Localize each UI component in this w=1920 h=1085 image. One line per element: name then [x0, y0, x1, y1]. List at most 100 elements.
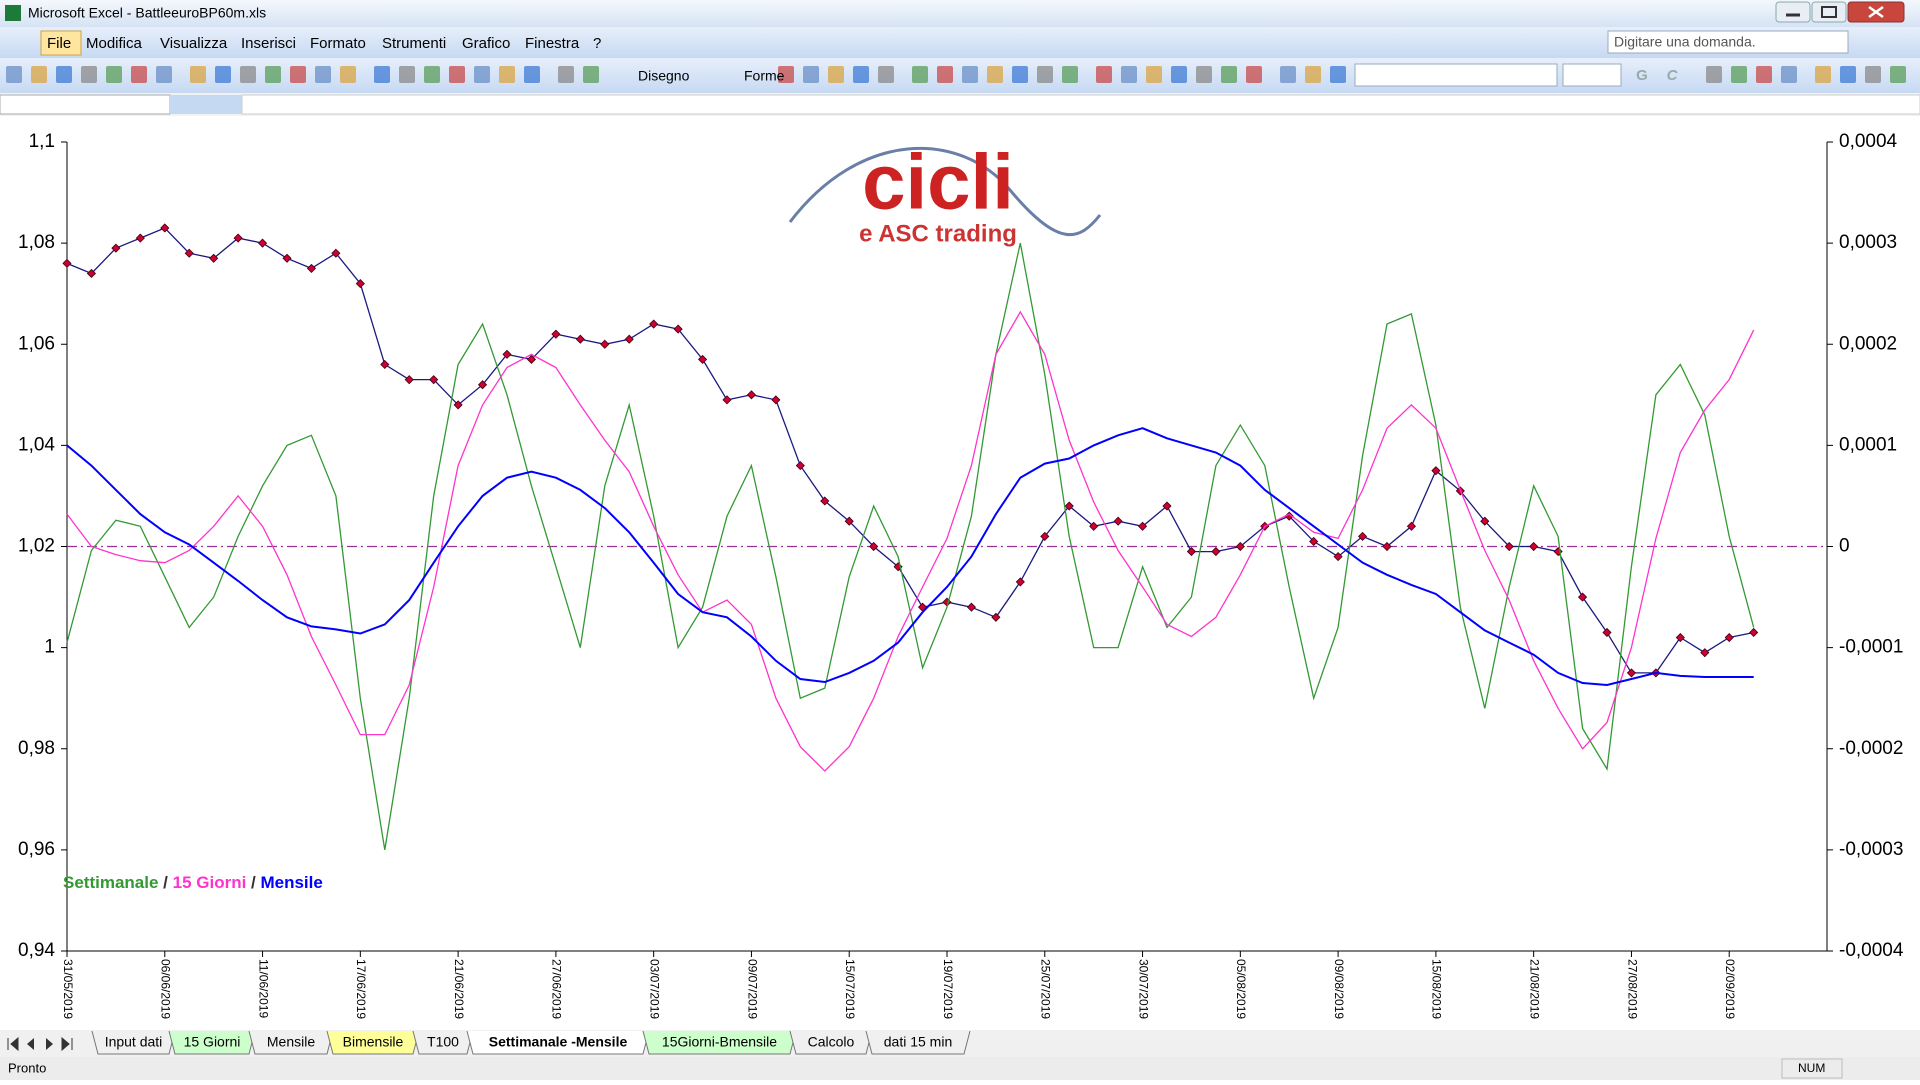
toolbar-button[interactable] — [912, 66, 928, 83]
data-marker — [697, 354, 708, 364]
sheet-tab-label[interactable]: T100 — [427, 1034, 459, 1050]
toolbar-button[interactable] — [1890, 66, 1906, 83]
toolbar-button[interactable] — [156, 66, 172, 83]
toolbar-button[interactable] — [131, 66, 147, 83]
toolbar-button[interactable] — [1196, 66, 1212, 83]
toolbar-button[interactable] — [1305, 66, 1321, 83]
legend-entry: 15 Giorni — [173, 873, 247, 892]
toolbar-button[interactable] — [583, 66, 599, 83]
toolbar-button[interactable] — [803, 66, 819, 83]
toolbar-button[interactable] — [81, 66, 97, 83]
toolbar-button[interactable] — [190, 66, 206, 83]
data-marker — [331, 248, 341, 258]
toolbar-button[interactable] — [1280, 66, 1296, 83]
toolbar-button[interactable] — [1246, 66, 1262, 83]
toolbar-button[interactable] — [1840, 66, 1856, 83]
toolbar-button[interactable] — [315, 66, 331, 83]
data-marker — [453, 400, 463, 410]
toolbar-button[interactable] — [1171, 66, 1187, 83]
toolbar-button[interactable] — [499, 66, 515, 83]
sheet-tab-label[interactable]: 15 Giorni — [184, 1034, 241, 1050]
menu-item[interactable]: Formato — [310, 35, 366, 52]
toolbar-button[interactable] — [399, 66, 415, 83]
italic-button[interactable]: C — [1667, 67, 1679, 84]
toolbar-button[interactable] — [474, 66, 490, 83]
sheet-tab[interactable] — [865, 1030, 971, 1055]
sheet-tab-label[interactable]: Bimensile — [343, 1034, 404, 1050]
data-marker — [380, 359, 390, 370]
menu-item[interactable]: Inserisci — [241, 35, 296, 52]
next-sheet[interactable] — [46, 1038, 53, 1050]
size-box[interactable] — [1562, 63, 1622, 87]
toolbar-button[interactable] — [1865, 66, 1881, 83]
sheet-tab-label[interactable]: 15Giorni-Bmensile — [662, 1034, 777, 1050]
data-marker — [1504, 541, 1514, 552]
menu-item[interactable]: Finestra — [525, 35, 580, 52]
toolbar-button[interactable] — [265, 66, 281, 83]
toolbar-button[interactable] — [374, 66, 390, 83]
toolbar-button[interactable] — [1096, 66, 1112, 83]
sheet-tab-label[interactable]: Input dati — [105, 1034, 163, 1050]
toolbar-button[interactable] — [853, 66, 869, 83]
font-box[interactable] — [1354, 63, 1558, 87]
toolbar-button[interactable] — [778, 66, 794, 83]
toolbar-button[interactable] — [1330, 66, 1346, 83]
toolbar-button[interactable] — [1121, 66, 1137, 83]
toolbar-button[interactable] — [558, 66, 574, 83]
toolbar-button[interactable] — [1731, 66, 1747, 83]
toolbar-button[interactable] — [424, 66, 440, 83]
toolbar-button[interactable] — [106, 66, 122, 83]
data-marker — [551, 329, 561, 339]
data-marker — [1040, 531, 1050, 541]
first-sheet[interactable] — [7, 1036, 19, 1052]
toolbar-button[interactable] — [1062, 66, 1078, 83]
toolbar-button[interactable] — [524, 66, 540, 83]
toolbar-button[interactable] — [215, 66, 231, 83]
maximize-button[interactable] — [1811, 1, 1847, 23]
menu-item[interactable]: Modifica — [86, 35, 143, 52]
toolbar-button[interactable] — [6, 66, 22, 83]
toolbar-button[interactable] — [878, 66, 894, 83]
name-box[interactable] — [0, 94, 171, 115]
toolbar-button[interactable] — [1012, 66, 1028, 83]
bold-button[interactable]: G — [1636, 67, 1648, 84]
toolbar-button[interactable] — [987, 66, 1003, 83]
menu-item[interactable]: Visualizza — [160, 35, 228, 52]
help-box[interactable] — [1607, 30, 1849, 54]
toolbar-button[interactable] — [1037, 66, 1053, 83]
menu-item[interactable]: Grafico — [462, 35, 510, 52]
toolbar-button[interactable] — [290, 66, 306, 83]
toolbar-button[interactable] — [340, 66, 356, 83]
toolbar-button[interactable] — [1146, 66, 1162, 83]
toolbar-button[interactable] — [240, 66, 256, 83]
y2-tick-label: -0,0002 — [1839, 738, 1903, 759]
sheet-tab-label[interactable]: Settimanale -Mensile — [489, 1034, 628, 1050]
toolbar-buttons — [6, 66, 1906, 83]
draw-menu[interactable]: Disegno — [638, 68, 690, 84]
formula-input[interactable] — [241, 94, 1920, 115]
toolbar-button[interactable] — [1221, 66, 1237, 83]
sheet-tab-label[interactable]: Calcolo — [808, 1034, 855, 1050]
data-marker — [1162, 501, 1172, 511]
toolbar-button[interactable] — [937, 66, 953, 83]
prev-sheet[interactable] — [27, 1038, 34, 1050]
toolbar-button[interactable] — [1815, 66, 1831, 83]
minimize-button[interactable] — [1775, 1, 1811, 23]
shapes-menu[interactable]: Forme — [744, 68, 785, 84]
toolbar-button[interactable] — [1756, 66, 1772, 83]
toolbar-button[interactable] — [1781, 66, 1797, 83]
menu-item[interactable]: File — [47, 35, 71, 52]
sheet-tab-label[interactable]: dati 15 min — [884, 1034, 952, 1050]
y-tick-label: 1,1 — [29, 131, 55, 152]
toolbar-button[interactable] — [828, 66, 844, 83]
menu-item[interactable]: Strumenti — [382, 35, 446, 52]
sheet-tab-label[interactable]: Mensile — [267, 1034, 315, 1050]
toolbar-button[interactable] — [449, 66, 465, 83]
last-sheet[interactable] — [61, 1036, 73, 1052]
toolbar-button[interactable] — [962, 66, 978, 83]
toolbar-button[interactable] — [31, 66, 47, 83]
data-marker — [1675, 632, 1685, 643]
toolbar-button[interactable] — [56, 66, 72, 83]
menu-item[interactable]: ? — [593, 35, 601, 52]
toolbar-button[interactable] — [1706, 66, 1722, 83]
